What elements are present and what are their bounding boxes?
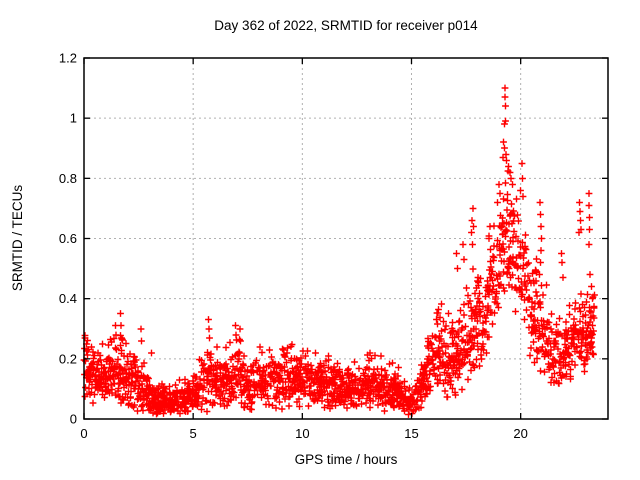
y-tick-label: 0.8 xyxy=(59,171,77,186)
tick-labels: 0 5 10 15 20 0 0.2 0.4 0.6 0.8 1 1.2 xyxy=(59,51,528,442)
chart-title: Day 362 of 2022, SRMTID for receiver p01… xyxy=(214,18,478,33)
y-axis-label: SRMTID / TECUs xyxy=(10,185,25,292)
y-tick-label: 0.6 xyxy=(59,231,77,246)
x-tick-label: 20 xyxy=(513,426,527,441)
y-tick-label: 0.2 xyxy=(59,351,77,366)
x-tick-label: 0 xyxy=(80,426,87,441)
x-tick-label: 15 xyxy=(404,426,418,441)
x-tick-label: 5 xyxy=(190,426,197,441)
x-axis-label: GPS time / hours xyxy=(295,452,398,467)
grid-lines xyxy=(84,58,608,419)
y-tick-label: 1 xyxy=(70,111,77,126)
axis-ticks xyxy=(83,57,608,420)
y-tick-label: 0.4 xyxy=(59,291,77,306)
y-tick-label: 1.2 xyxy=(59,51,77,66)
y-tick-label: 0 xyxy=(70,412,77,427)
x-tick-label: 10 xyxy=(295,426,309,441)
